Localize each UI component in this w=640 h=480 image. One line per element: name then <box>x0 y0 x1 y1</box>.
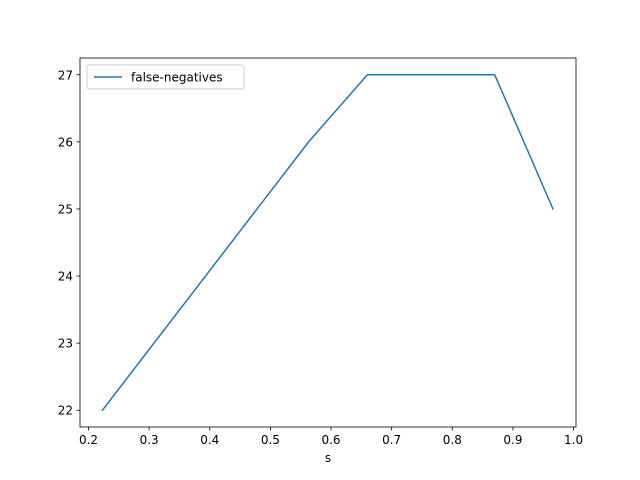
y-tick-label: 24 <box>58 270 73 284</box>
y-tick-label: 25 <box>58 202 73 216</box>
legend-label: false-negatives <box>131 71 223 85</box>
series-line <box>101 74 554 412</box>
x-tick-label: 0.3 <box>140 433 159 447</box>
legend: false-negatives <box>86 64 245 90</box>
y-tick-label: 26 <box>58 135 73 149</box>
plot-area <box>101 74 554 412</box>
x-tick-label: 0.7 <box>382 433 401 447</box>
x-tick-label: 0.5 <box>261 433 280 447</box>
x-tick-label: 0.8 <box>443 433 462 447</box>
x-tick-label: 0.6 <box>321 433 340 447</box>
x-tick-label: 0.4 <box>200 433 219 447</box>
legend-box <box>86 64 245 90</box>
x-tick-label: 1.0 <box>564 433 583 447</box>
axis-ticks: 0.2 0.3 0.4 0.5 0.6 0.7 0.8 0.9 1.0 22 23 24 25 26 27 <box>58 68 583 447</box>
y-tick-label: 23 <box>58 337 73 351</box>
x-tick-label: 0.9 <box>503 433 522 447</box>
y-tick-label: 22 <box>58 404 73 418</box>
x-axis-label: s <box>325 451 331 465</box>
axes-frame <box>79 57 577 428</box>
x-tick-label: 0.2 <box>79 433 98 447</box>
y-tick-label: 27 <box>58 68 73 82</box>
